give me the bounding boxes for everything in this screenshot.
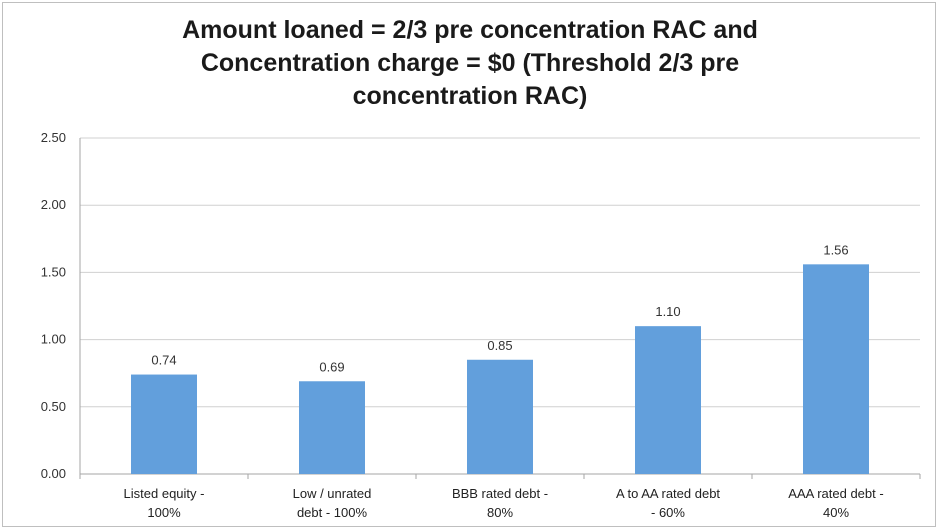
x-tick-label: 100% (147, 505, 181, 520)
chart-title-line-1: Amount loaned = 2/3 pre concentration RA… (182, 16, 758, 44)
chart-title: Amount loaned = 2/3 pre concentration RA… (0, 14, 940, 113)
chart-title-line-2: Concentration charge = $0 (Threshold 2/3… (200, 49, 740, 77)
bar (803, 264, 869, 474)
bar (635, 326, 701, 474)
y-tick-label: 2.00 (41, 197, 66, 212)
y-tick-label: 0.50 (41, 399, 66, 414)
data-label: 0.69 (319, 359, 344, 374)
data-label: 0.85 (487, 338, 512, 353)
x-tick-label: 80% (487, 505, 513, 520)
data-label: 1.10 (655, 304, 680, 319)
y-tick-label: 1.50 (41, 264, 66, 279)
x-tick-label: debt - 100% (297, 505, 368, 520)
x-tick-label: Low / unrated (293, 486, 372, 501)
chart-title-line-3: concentration RAC) (352, 82, 588, 110)
x-tick-label: A to AA rated debt (616, 486, 720, 501)
bar (131, 374, 197, 474)
y-tick-label: 2.50 (41, 130, 66, 145)
x-tick-label: 40% (823, 505, 849, 520)
bar (299, 381, 365, 474)
x-tick-label: Listed equity - (124, 486, 205, 501)
data-label: 1.56 (823, 242, 848, 257)
y-tick-label: 0.00 (41, 466, 66, 481)
x-tick-label: BBB rated debt - (452, 486, 548, 501)
x-tick-label: AAA rated debt - (788, 486, 883, 501)
bar (467, 359, 533, 474)
y-tick-label: 1.00 (41, 332, 66, 347)
data-label: 0.74 (151, 353, 176, 368)
x-tick-label: - 60% (651, 505, 685, 520)
